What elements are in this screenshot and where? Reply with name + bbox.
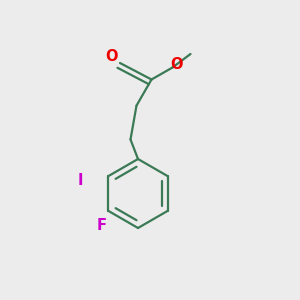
Text: O: O	[170, 57, 183, 72]
Text: F: F	[97, 218, 107, 233]
Text: I: I	[78, 173, 83, 188]
Text: O: O	[105, 50, 118, 64]
